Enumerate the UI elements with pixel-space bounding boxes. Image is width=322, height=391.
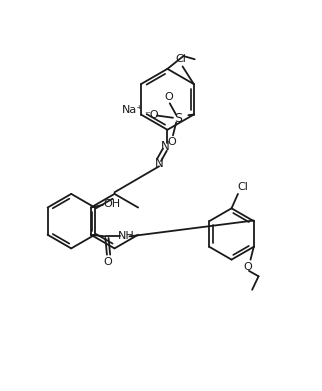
Text: N: N	[155, 157, 164, 170]
Text: N: N	[160, 140, 169, 153]
Text: O: O	[167, 137, 176, 147]
Text: Na⁺: Na⁺	[122, 105, 143, 115]
Text: S: S	[174, 112, 182, 125]
Text: OH: OH	[103, 199, 120, 209]
Text: O: O	[244, 262, 252, 272]
Text: Cl: Cl	[175, 54, 186, 65]
Text: O: O	[165, 92, 173, 102]
Text: NH: NH	[118, 231, 135, 241]
Text: O: O	[104, 257, 112, 267]
Text: ⁻O: ⁻O	[144, 110, 158, 120]
Text: Cl: Cl	[237, 182, 248, 192]
